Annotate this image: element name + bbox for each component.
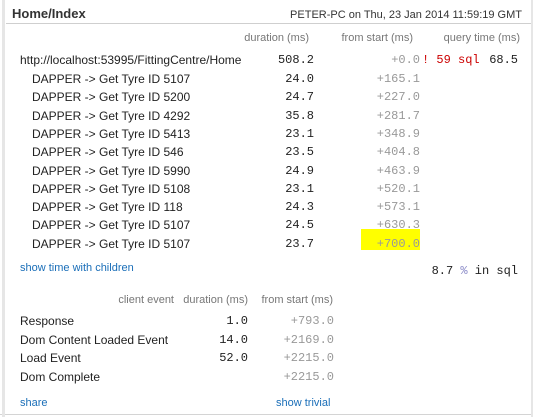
timing-row-from-start: +630.3 bbox=[376, 218, 420, 232]
timing-row-name: DAPPER -> Get Tyre ID 5107 bbox=[32, 218, 191, 232]
timing-row-from-start: +700.0 bbox=[376, 237, 420, 251]
page-title: Home/Index bbox=[12, 6, 86, 21]
timing-row-duration: 24.9 bbox=[285, 164, 314, 178]
sql-warning-link[interactable]: ! 59 sql bbox=[422, 53, 480, 67]
root-duration: 508.2 bbox=[277, 53, 314, 67]
timing-row-name: DAPPER -> Get Tyre ID 4292 bbox=[32, 109, 191, 123]
root-query-time: 68.5 bbox=[489, 53, 518, 67]
timing-row-duration: 24.0 bbox=[285, 72, 314, 86]
timing-row-duration: 23.1 bbox=[285, 127, 314, 141]
timing-row-duration: 24.7 bbox=[285, 90, 314, 104]
timing-row-duration: 24.5 bbox=[285, 218, 314, 232]
timing-row-name: DAPPER -> Get Tyre ID 5413 bbox=[32, 127, 191, 141]
col-query-time-header: query time (ms) bbox=[443, 32, 520, 44]
sql-percent-value: 8.7 bbox=[431, 264, 454, 278]
timing-row-name: DAPPER -> Get Tyre ID 5200 bbox=[32, 90, 191, 104]
sql-percentage-summary: 8.7 % in sql bbox=[432, 264, 518, 278]
timing-row-name: DAPPER -> Get Tyre ID 5108 bbox=[32, 182, 191, 196]
header-divider bbox=[6, 23, 531, 24]
root-request-url: http://localhost:53995/FittingCentre/Hom… bbox=[20, 53, 242, 67]
root-from-start: +0.0 bbox=[391, 53, 420, 67]
client-event-name: Dom Complete bbox=[20, 370, 101, 384]
client-event-duration: 14.0 bbox=[219, 333, 248, 347]
client-event-header: client event bbox=[118, 294, 174, 306]
client-event-name: Response bbox=[20, 314, 75, 328]
timing-row-duration: 23.7 bbox=[285, 237, 314, 251]
timing-row-from-start: +404.8 bbox=[376, 145, 420, 159]
timing-row-name: DAPPER -> Get Tyre ID 118 bbox=[32, 200, 183, 214]
timing-row-from-start: +348.9 bbox=[376, 127, 420, 141]
timing-row-duration: 35.8 bbox=[285, 109, 314, 123]
timing-row-duration: 23.1 bbox=[285, 182, 314, 196]
timing-row-name: DAPPER -> Get Tyre ID 5107 bbox=[32, 72, 191, 86]
client-event-duration: 52.0 bbox=[219, 351, 248, 365]
sql-percent-suffix: in sql bbox=[474, 264, 518, 278]
sql-percent-sign: % bbox=[460, 264, 468, 278]
timing-row-duration: 24.3 bbox=[285, 200, 314, 214]
client-duration-header: duration (ms) bbox=[183, 294, 248, 306]
timing-row-name: DAPPER -> Get Tyre ID 5990 bbox=[32, 164, 191, 178]
timing-row-name: DAPPER -> Get Tyre ID 5107 bbox=[32, 237, 191, 251]
client-event-from-start: +2215.0 bbox=[283, 351, 334, 365]
right-border bbox=[531, 0, 533, 417]
timing-row-from-start: +281.7 bbox=[376, 109, 420, 123]
col-duration-header: duration (ms) bbox=[244, 32, 309, 44]
timing-row-name: DAPPER -> Get Tyre ID 546 bbox=[32, 145, 184, 159]
client-event-from-start: +2169.0 bbox=[283, 333, 334, 347]
client-from-start-header: from start (ms) bbox=[261, 294, 334, 306]
timing-row-from-start: +165.1 bbox=[376, 72, 420, 86]
client-event-from-start: +2215.0 bbox=[283, 370, 334, 384]
client-event-name: Load Event bbox=[20, 351, 81, 365]
timing-row-from-start: +520.1 bbox=[376, 182, 420, 196]
left-border bbox=[2, 0, 5, 417]
timing-row-duration: 23.5 bbox=[285, 145, 314, 159]
col-from-start-header: from start (ms) bbox=[341, 32, 414, 44]
share-link[interactable]: share bbox=[20, 397, 48, 409]
show-time-with-children-link[interactable]: show time with children bbox=[20, 262, 134, 274]
timing-row-from-start: +227.0 bbox=[376, 90, 420, 104]
client-event-duration: 1.0 bbox=[226, 314, 248, 328]
highlight-from-start bbox=[361, 229, 420, 250]
show-trivial-link[interactable]: show trivial bbox=[276, 397, 331, 409]
machine-info: PETER-PC on Thu, 23 Jan 2014 11:59:19 GM… bbox=[290, 9, 522, 21]
client-event-from-start: +793.0 bbox=[290, 314, 334, 328]
client-event-name: Dom Content Loaded Event bbox=[20, 333, 169, 347]
timing-row-from-start: +463.9 bbox=[376, 164, 420, 178]
timing-row-from-start: +573.1 bbox=[376, 200, 420, 214]
